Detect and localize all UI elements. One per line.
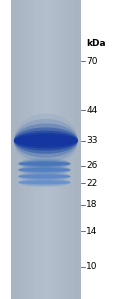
Text: 10: 10 bbox=[86, 262, 98, 271]
Ellipse shape bbox=[18, 178, 70, 187]
Ellipse shape bbox=[18, 158, 70, 170]
Ellipse shape bbox=[14, 119, 78, 162]
Text: kDa: kDa bbox=[86, 39, 106, 48]
Ellipse shape bbox=[14, 135, 78, 147]
Ellipse shape bbox=[18, 175, 70, 178]
Ellipse shape bbox=[18, 180, 70, 185]
Ellipse shape bbox=[18, 168, 70, 172]
Text: 44: 44 bbox=[86, 106, 97, 115]
Text: 26: 26 bbox=[86, 161, 98, 170]
Text: 33: 33 bbox=[86, 136, 98, 145]
Ellipse shape bbox=[18, 171, 70, 181]
Ellipse shape bbox=[18, 162, 70, 166]
Ellipse shape bbox=[18, 181, 70, 184]
Ellipse shape bbox=[18, 159, 70, 168]
Ellipse shape bbox=[14, 130, 78, 151]
Text: 70: 70 bbox=[86, 57, 98, 66]
Ellipse shape bbox=[18, 166, 70, 174]
Text: 14: 14 bbox=[86, 227, 98, 236]
Ellipse shape bbox=[18, 179, 70, 186]
Ellipse shape bbox=[14, 133, 78, 148]
Ellipse shape bbox=[18, 174, 70, 179]
Ellipse shape bbox=[14, 113, 78, 168]
Ellipse shape bbox=[18, 167, 70, 173]
Ellipse shape bbox=[18, 173, 70, 180]
Ellipse shape bbox=[18, 161, 70, 167]
Text: 22: 22 bbox=[86, 179, 97, 188]
Ellipse shape bbox=[14, 127, 78, 154]
Ellipse shape bbox=[14, 123, 78, 158]
Text: 18: 18 bbox=[86, 200, 98, 209]
Ellipse shape bbox=[18, 164, 70, 176]
